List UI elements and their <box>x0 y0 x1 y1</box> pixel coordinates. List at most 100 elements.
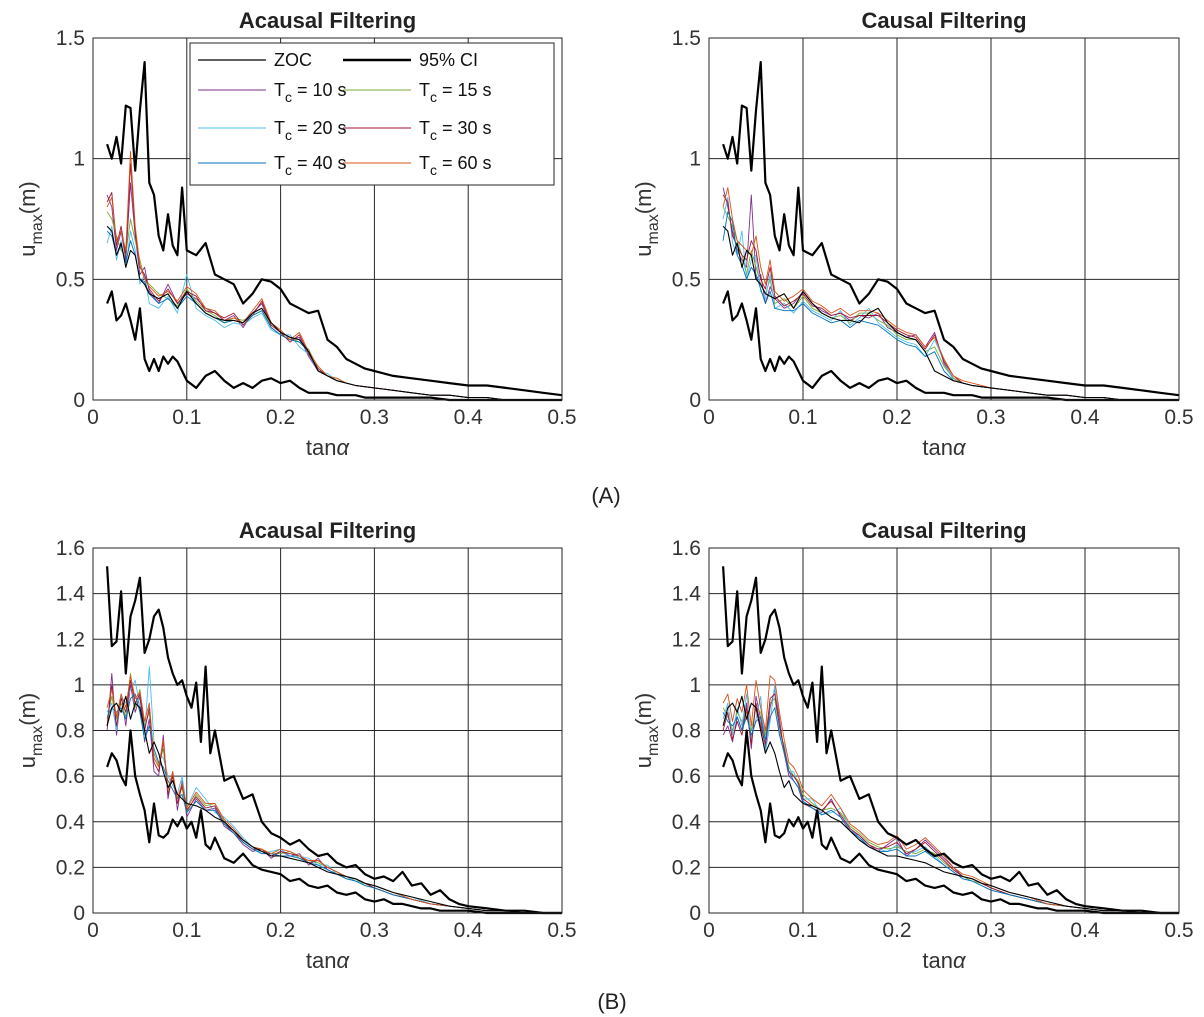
x-tick-label: 0.5 <box>1164 406 1193 429</box>
x-tick-label: 0.4 <box>1070 919 1100 942</box>
legend-item: Tc = 30 s <box>343 118 492 143</box>
y-tick-label: 1.4 <box>672 583 702 606</box>
chart-2: 0 0.1 0.2 0.3 0.4 0.5 0 0.2 0.4 0.6 0.8 1 1.2 1.4 1.6 A… <box>15 518 577 973</box>
x-tick-label: 0.5 <box>547 406 576 429</box>
series-line-zoc <box>722 695 1179 914</box>
y-tick-label: 0.6 <box>672 765 701 788</box>
legend-item: Tc = 60 s <box>343 153 492 178</box>
y-axis-label: umax(m) <box>15 693 46 768</box>
x-tick-label: 0.2 <box>266 919 295 942</box>
plot-frame <box>92 37 563 401</box>
axes-layer: 0 0.1 0.2 0.3 0.4 0.5 0 0.5 1 1.5 Acausal Filterin… <box>15 8 1194 973</box>
y-tick-label: 1 <box>689 148 701 171</box>
y-tick-label: 0.2 <box>56 856 85 879</box>
legend-label: Tc = 20 s <box>274 118 347 143</box>
x-axis-label: tanα <box>922 948 967 973</box>
legend-label: ZOC <box>274 50 312 70</box>
x-tick-label: 0.4 <box>1070 406 1100 429</box>
legend-item: 95% CI <box>343 50 478 70</box>
y-tick-label: 0 <box>73 389 85 412</box>
series-line-95-ci <box>106 290 562 402</box>
y-tick-label: 1 <box>73 148 85 171</box>
x-tick-label: 0 <box>87 406 99 429</box>
x-tick-label: 0.1 <box>172 406 201 429</box>
panel-label-b: (B) <box>597 989 626 1014</box>
series-line-95-ci <box>722 729 1179 915</box>
x-tick-label: 0.1 <box>172 919 201 942</box>
x-tick-label: 0.4 <box>454 919 484 942</box>
legend-item: ZOC <box>198 50 312 70</box>
y-axis-label: umax(m) <box>631 693 662 768</box>
plot-frame <box>708 547 1180 914</box>
x-tick-label: 0 <box>87 919 99 942</box>
y-tick-label: 0.5 <box>56 268 85 291</box>
legend-item: Tc = 40 s <box>198 153 347 178</box>
chart-title: Acausal Filtering <box>239 8 416 33</box>
series-line-95-ci <box>106 566 562 915</box>
series-line-95-ci <box>722 566 1179 915</box>
y-tick-label: 1.5 <box>672 27 701 50</box>
series-line-95-ci <box>722 60 1180 397</box>
chart-title: Causal Filtering <box>861 518 1026 543</box>
legend-label: Tc = 15 s <box>419 80 492 105</box>
x-tick-label: 0.3 <box>976 919 1005 942</box>
legend-item: Tc = 20 s <box>198 118 347 143</box>
legend-item: Tc = 15 s <box>343 80 492 105</box>
y-tick-label: 0.8 <box>672 720 701 743</box>
plot-frame <box>92 547 563 914</box>
legend-label: Tc = 10 s <box>274 80 347 105</box>
y-axis-label: umax(m) <box>15 181 46 256</box>
legend-item: Tc = 10 s <box>198 80 347 105</box>
series-line-zoc <box>722 225 1179 401</box>
x-axis-label: tanα <box>306 435 351 460</box>
legend-label: Tc = 40 s <box>274 153 347 178</box>
x-tick-label: 0.4 <box>454 406 484 429</box>
y-axis-label: umax(m) <box>631 181 662 256</box>
series-line-95-ci <box>106 60 563 397</box>
x-tick-label: 0.2 <box>882 919 911 942</box>
y-tick-label: 0.4 <box>672 811 702 834</box>
y-tick-label: 0.6 <box>56 765 85 788</box>
legend-label: 95% CI <box>419 50 478 70</box>
x-tick-label: 0.5 <box>1164 919 1193 942</box>
legend-box <box>189 42 555 186</box>
y-tick-label: 0.8 <box>56 720 85 743</box>
series-line-95-ci <box>722 290 1179 402</box>
series-line-zoc <box>106 225 562 401</box>
x-tick-label: 0.3 <box>360 919 389 942</box>
series-line-zoc <box>106 695 562 914</box>
series-line-t-c-40-s <box>722 707 1179 914</box>
x-tick-label: 0.3 <box>360 406 389 429</box>
y-tick-label: 1.5 <box>56 27 85 50</box>
legend: ZOC 95% CI Tc = 10 s Tc = 15 s Tc = 20 s Tc =… <box>189 42 555 186</box>
y-tick-label: 1.4 <box>56 583 86 606</box>
series-line-95-ci <box>106 729 562 915</box>
chart-3: 0 0.1 0.2 0.3 0.4 0.5 0 0.2 0.4 0.6 0.8 1 1.2 1.4 1.6 C… <box>631 518 1194 973</box>
y-tick-label: 0.4 <box>56 811 86 834</box>
x-tick-label: 0.1 <box>788 919 817 942</box>
panel-label-a: (A) <box>591 483 620 508</box>
y-tick-label: 0.2 <box>672 856 701 879</box>
plot-frame <box>708 37 1180 401</box>
x-tick-label: 0.1 <box>788 406 817 429</box>
chart-title: Acausal Filtering <box>239 518 416 543</box>
y-tick-label: 0 <box>689 389 701 412</box>
y-tick-label: 1.6 <box>56 537 85 560</box>
y-tick-label: 1.6 <box>672 537 701 560</box>
y-tick-label: 0.5 <box>672 268 701 291</box>
x-tick-label: 0 <box>703 919 715 942</box>
x-tick-label: 0.5 <box>547 919 576 942</box>
y-tick-label: 1.2 <box>56 628 85 651</box>
x-axis-label: tanα <box>922 435 967 460</box>
y-tick-label: 0 <box>73 902 85 925</box>
y-tick-label: 0 <box>689 902 701 925</box>
x-tick-label: 0.2 <box>882 406 911 429</box>
x-axis-label: tanα <box>306 948 351 973</box>
y-tick-label: 1.2 <box>672 628 701 651</box>
x-tick-label: 0 <box>703 406 715 429</box>
x-tick-label: 0.2 <box>266 406 295 429</box>
x-tick-label: 0.3 <box>976 406 1005 429</box>
y-tick-label: 1 <box>689 674 701 697</box>
chart-title: Causal Filtering <box>861 8 1026 33</box>
